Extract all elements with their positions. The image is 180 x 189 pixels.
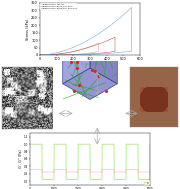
Polygon shape <box>63 36 90 84</box>
Elastomer** w/GO/PVA 40% <box>39 54 42 56</box>
Y-axis label: Stress (kPa): Stress (kPa) <box>26 19 30 40</box>
Legend: Elastomer** 1st cyc., Elastomer** w/GO/PVA 40%, Elastomer** w/GO/PVA 40% 5th: Elastomer** 1st cyc., Elastomer** w/GO/P… <box>40 3 77 10</box>
Elastomer** 1st cyc. <box>50 54 52 56</box>
Elastomer** w/GO/PVA 40% 5th <box>39 54 41 56</box>
Elastomer** 1st cyc. <box>39 54 41 56</box>
Elastomer** w/GO/PVA 40% 5th <box>89 53 91 56</box>
Elastomer** w/GO/PVA 40% <box>99 52 102 54</box>
Elastomer** w/GO/PVA 40% 5th <box>107 52 109 55</box>
Legend: G', G'': G', G'' <box>144 181 150 185</box>
Elastomer** w/GO/PVA 40% <box>39 54 41 56</box>
Elastomer** w/GO/PVA 40% 5th <box>130 6 133 9</box>
Elastomer** w/GO/PVA 40% 5th <box>90 53 92 56</box>
Polygon shape <box>90 36 117 84</box>
Elastomer** 1st cyc. <box>86 52 88 54</box>
Elastomer** w/GO/PVA 40% 5th <box>99 32 101 34</box>
Elastomer** 1st cyc. <box>86 52 88 54</box>
Elastomer** 1st cyc. <box>39 54 41 56</box>
Y-axis label: G', G'' (Pa): G', G'' (Pa) <box>19 150 23 168</box>
Line: Elastomer** w/GO/PVA 40% 5th: Elastomer** w/GO/PVA 40% 5th <box>40 7 132 55</box>
Line: Elastomer** w/GO/PVA 40%: Elastomer** w/GO/PVA 40% <box>40 37 115 55</box>
Elastomer** w/GO/PVA 40% <box>97 52 99 54</box>
Elastomer** w/GO/PVA 40% 5th <box>61 50 63 53</box>
Elastomer** w/GO/PVA 40% <box>100 52 102 54</box>
Elastomer** w/GO/PVA 40% 5th <box>39 54 41 56</box>
Elastomer** 1st cyc. <box>97 42 99 44</box>
Line: Elastomer** 1st cyc.: Elastomer** 1st cyc. <box>40 43 98 55</box>
Elastomer** 1st cyc. <box>84 52 86 55</box>
X-axis label: Strain (%): Strain (%) <box>81 62 99 66</box>
Elastomer** w/GO/PVA 40% <box>53 54 55 56</box>
Elastomer** w/GO/PVA 40% 5th <box>112 22 114 25</box>
Elastomer** w/GO/PVA 40% <box>114 36 116 38</box>
Elastomer** w/GO/PVA 40% <box>62 54 64 56</box>
Elastomer** w/GO/PVA 40% <box>39 54 41 56</box>
Elastomer** 1st cyc. <box>39 54 41 56</box>
Elastomer** 1st cyc. <box>57 54 59 56</box>
Polygon shape <box>63 68 117 99</box>
